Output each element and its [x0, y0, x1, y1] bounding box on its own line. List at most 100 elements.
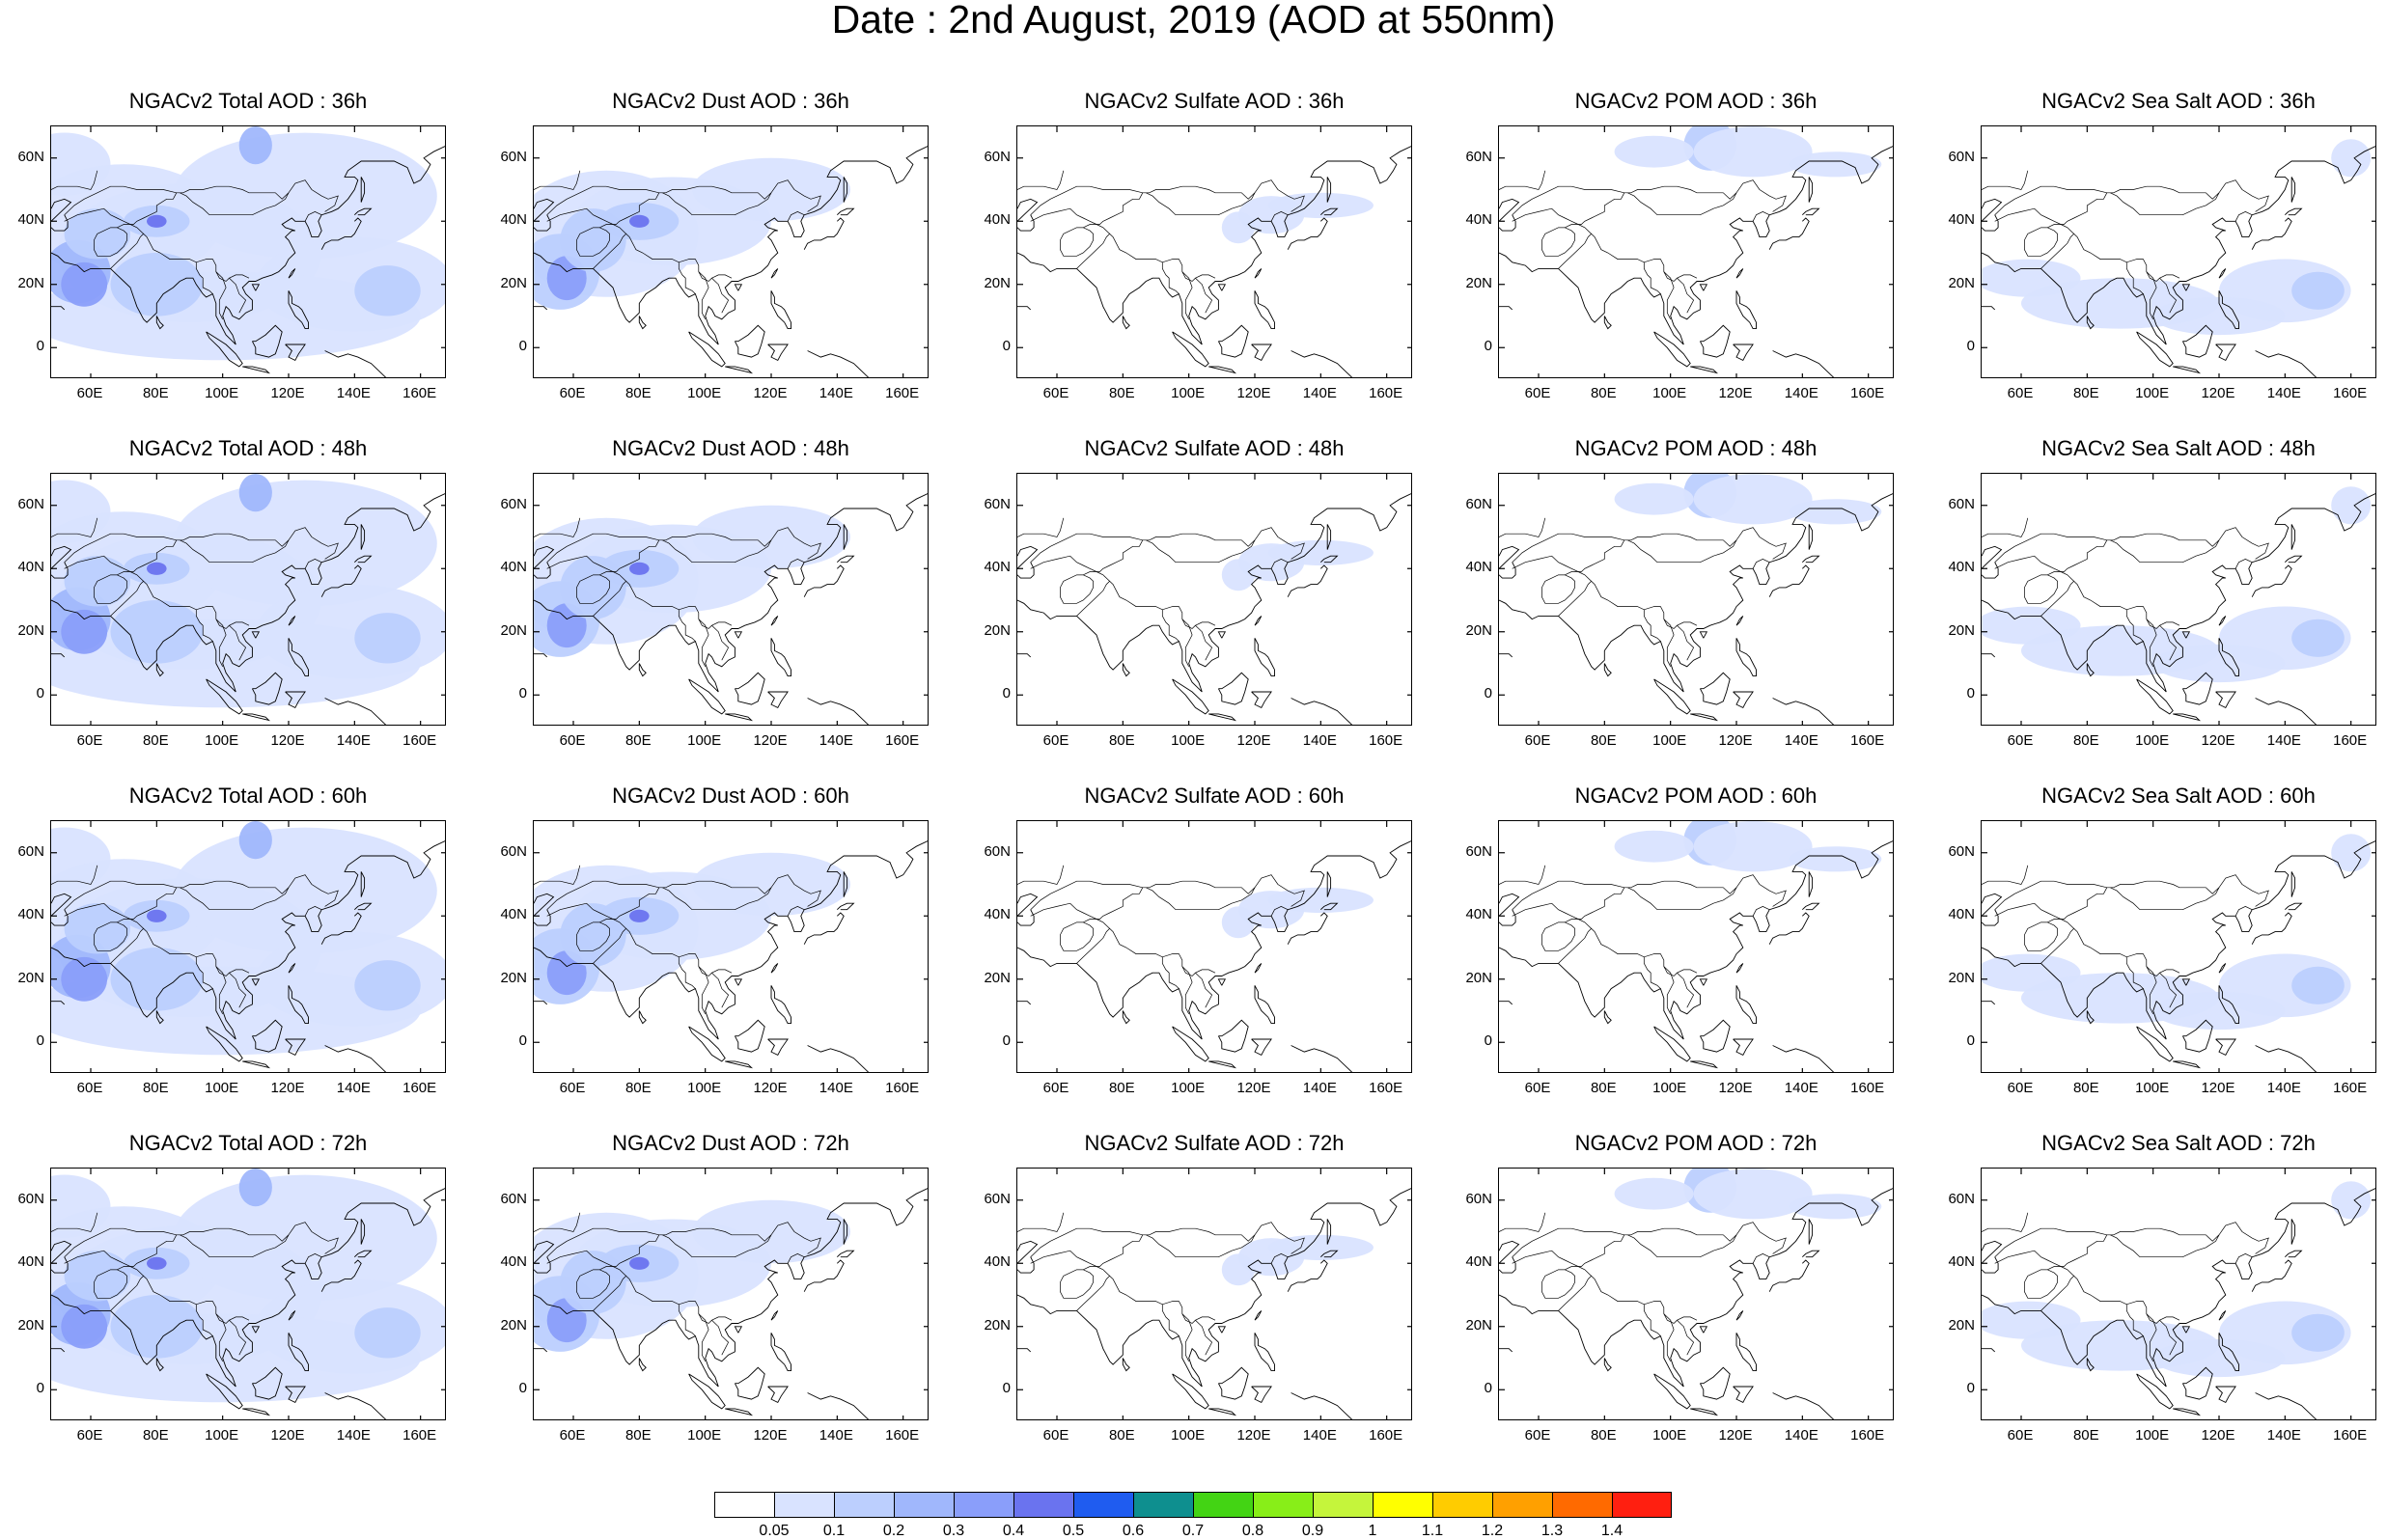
lat-tick-label: 40N [1948, 1253, 1975, 1271]
lon-tick-label: 120E [1718, 732, 1753, 749]
lat-tick-label: 0 [1484, 1380, 1492, 1397]
lon-tick-label: 120E [1236, 1080, 1271, 1096]
lat-tick-label: 60N [500, 495, 527, 512]
aerosol-field [1221, 192, 1374, 244]
lon-tick-label: 100E [1171, 385, 1206, 401]
map-panel [1981, 473, 2376, 726]
lat-tick-label: 40N [1465, 211, 1492, 229]
lat-tick-label: 20N [17, 1316, 44, 1334]
colorbar-swatch [1073, 1492, 1133, 1518]
map-panel [1498, 1168, 1894, 1420]
lat-tick-label: 0 [1002, 1032, 1011, 1050]
borders [1017, 517, 1305, 667]
map-panel [50, 125, 446, 378]
ticks [1982, 821, 2375, 1072]
lon-tick-label: 120E [1236, 732, 1271, 749]
lon-tick-label: 80E [625, 732, 652, 749]
lon-tick-label: 80E [625, 1080, 652, 1096]
lon-tick-label: 80E [142, 385, 169, 401]
lat-tick-label: 0 [518, 1380, 527, 1397]
ticks [1017, 474, 1411, 725]
lon-tick-label: 140E [1302, 1427, 1337, 1444]
map-panel [1498, 820, 1894, 1073]
lon-tick-label: 140E [336, 732, 371, 749]
panel-title: NGACv2 Sulfate AOD : 72h [1084, 1131, 1345, 1155]
ticks [51, 1169, 445, 1419]
lat-tick-label: 0 [1002, 338, 1011, 355]
panel-title: NGACv2 POM AOD : 48h [1574, 436, 1818, 460]
aerosol-field [1982, 1181, 2372, 1378]
colorbar-swatch [714, 1492, 774, 1518]
aerosol-field [534, 505, 850, 657]
lon-tick-label: 160E [885, 1427, 920, 1444]
lon-tick-label: 100E [2135, 1427, 2170, 1444]
colorbar-swatch [1492, 1492, 1552, 1518]
colorbar-label: 0.8 [1241, 1523, 1264, 1539]
ticks [51, 126, 445, 377]
lat-tick-label: 60N [984, 1190, 1011, 1207]
lon-tick-label: 120E [1718, 1080, 1753, 1096]
lon-tick-label: 100E [1652, 1080, 1687, 1096]
lat-tick-label: 0 [1484, 338, 1492, 355]
borders [1499, 865, 1787, 1014]
coastlines [1499, 840, 1893, 1072]
ticks [534, 1169, 928, 1419]
lat-tick-label: 40N [984, 211, 1011, 229]
aerosol-field [51, 1169, 445, 1403]
lat-tick-label: 60N [500, 842, 527, 860]
panel-title: NGACv2 Dust AOD : 72h [612, 1131, 849, 1155]
coastlines [1499, 1188, 1893, 1419]
lat-tick-label: 20N [1465, 969, 1492, 986]
colorbar-swatch [954, 1492, 1013, 1518]
lat-tick-label: 20N [1948, 1316, 1975, 1334]
lon-tick-label: 140E [2266, 385, 2301, 401]
lat-tick-label: 40N [17, 559, 44, 576]
ticks [534, 126, 928, 377]
lon-tick-label: 120E [1236, 385, 1271, 401]
ticks [1499, 1169, 1893, 1419]
coastlines [1017, 493, 1411, 725]
panel-title: NGACv2 Dust AOD : 60h [612, 784, 849, 808]
lat-tick-label: 0 [1966, 338, 1975, 355]
lat-tick-label: 20N [1948, 621, 1975, 639]
lon-tick-label: 100E [2135, 385, 2170, 401]
map-panel [1016, 820, 1412, 1073]
lat-tick-label: 20N [500, 1316, 527, 1334]
lon-tick-label: 120E [1718, 385, 1753, 401]
colorbar-label: 0.3 [942, 1523, 965, 1539]
lat-tick-label: 20N [984, 621, 1011, 639]
lat-tick-label: 40N [17, 906, 44, 923]
lon-tick-label: 80E [142, 732, 169, 749]
lon-tick-label: 160E [2333, 1080, 2368, 1096]
lon-tick-label: 100E [1652, 1427, 1687, 1444]
panel-title: NGACv2 Total AOD : 36h [128, 89, 368, 113]
lat-tick-label: 20N [17, 969, 44, 986]
lon-tick-label: 160E [2333, 732, 2368, 749]
panel-title: NGACv2 Dust AOD : 48h [612, 436, 849, 460]
lat-tick-label: 0 [1966, 685, 1975, 702]
lat-tick-label: 20N [500, 969, 527, 986]
map-panel [1981, 1168, 2376, 1420]
lon-tick-label: 100E [1171, 1080, 1206, 1096]
borders [534, 865, 821, 1014]
panel-title: NGACv2 Sulfate AOD : 60h [1084, 784, 1345, 808]
borders [51, 517, 339, 667]
lat-tick-label: 60N [1465, 1190, 1492, 1207]
aerosol-field [1221, 539, 1374, 591]
lon-tick-label: 80E [2072, 385, 2099, 401]
lat-tick-label: 40N [1948, 559, 1975, 576]
lat-tick-label: 60N [17, 148, 44, 165]
lat-tick-label: 0 [1484, 685, 1492, 702]
lon-tick-label: 140E [2266, 1080, 2301, 1096]
aerosol-field [1982, 139, 2372, 336]
lon-tick-label: 60E [1042, 1080, 1069, 1096]
colorbar-label: 0.9 [1301, 1523, 1324, 1539]
lon-tick-label: 60E [1042, 732, 1069, 749]
lon-tick-label: 120E [270, 732, 305, 749]
panel-title: NGACv2 Sea Salt AOD : 36h [2041, 89, 2316, 113]
aerosol-field [1614, 821, 1882, 872]
lon-tick-label: 60E [1524, 1427, 1551, 1444]
colorbar-swatch [1193, 1492, 1253, 1518]
lon-tick-label: 160E [1369, 1080, 1403, 1096]
lon-tick-label: 160E [1369, 1427, 1403, 1444]
